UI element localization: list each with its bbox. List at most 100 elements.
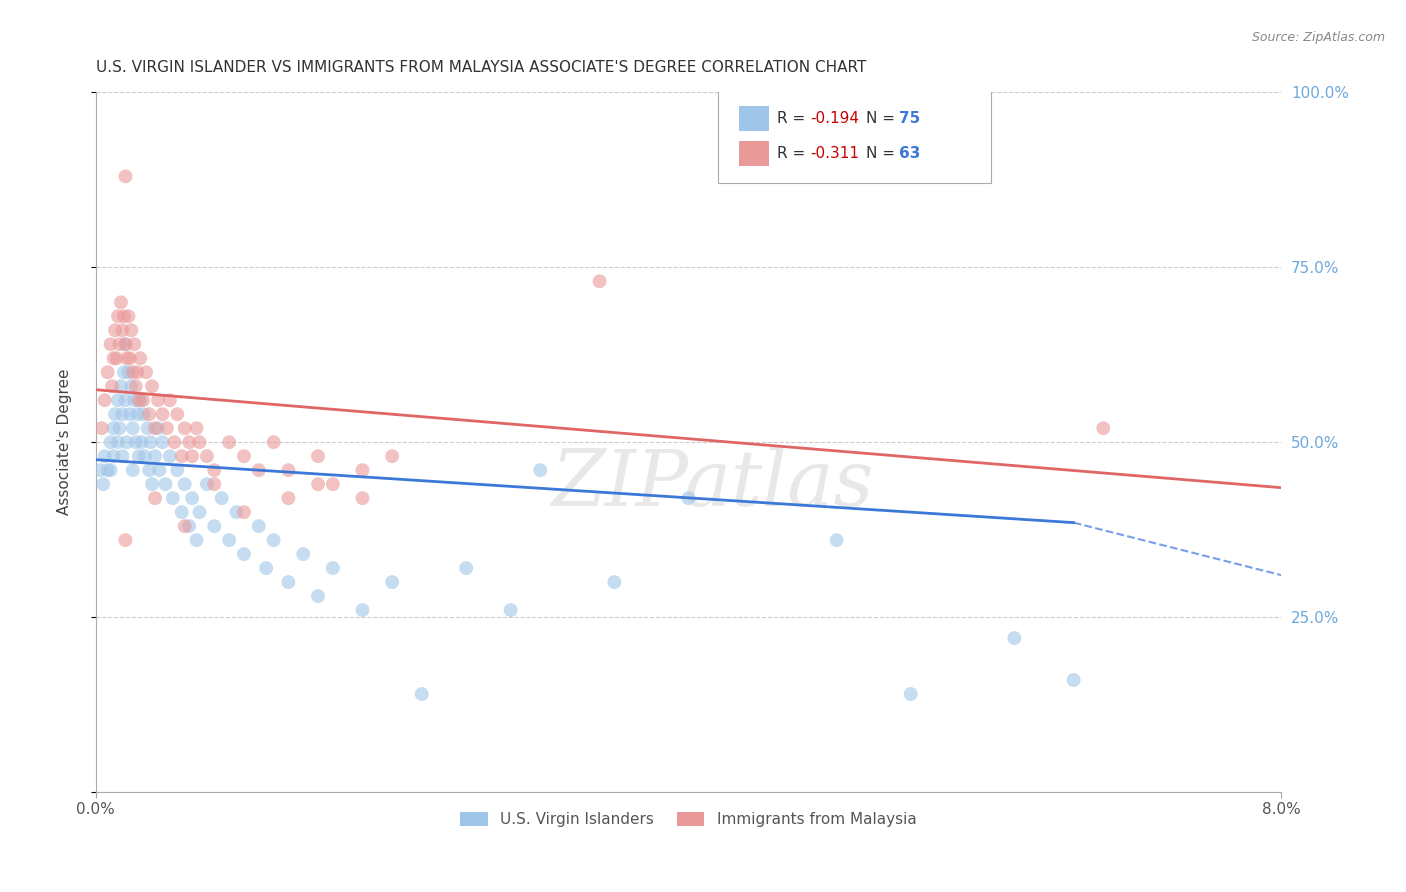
Point <box>678 491 700 505</box>
Point <box>181 449 204 463</box>
Point <box>166 463 188 477</box>
Point <box>100 435 122 450</box>
Point <box>186 533 208 548</box>
Point <box>179 435 201 450</box>
Point <box>132 393 155 408</box>
Point <box>499 603 522 617</box>
Text: 63: 63 <box>900 145 921 161</box>
Point <box>146 421 169 435</box>
Point <box>159 449 181 463</box>
Point <box>588 274 610 288</box>
Point <box>118 407 141 421</box>
Point <box>155 477 177 491</box>
Point <box>381 575 404 590</box>
Point <box>135 365 157 379</box>
Point <box>247 519 270 533</box>
Point <box>292 547 315 561</box>
Point <box>112 365 135 379</box>
Point <box>322 561 344 575</box>
Point <box>603 575 626 590</box>
Text: U.S. VIRGIN ISLANDER VS IMMIGRANTS FROM MALAYSIA ASSOCIATE'S DEGREE CORRELATION : U.S. VIRGIN ISLANDER VS IMMIGRANTS FROM … <box>96 60 866 75</box>
Point <box>134 449 156 463</box>
Text: 75: 75 <box>900 111 921 126</box>
Point <box>173 421 195 435</box>
Point <box>162 491 184 505</box>
Text: R =: R = <box>778 145 810 161</box>
Point <box>104 323 127 337</box>
Point <box>120 379 142 393</box>
Point <box>91 477 114 491</box>
Point <box>101 379 124 393</box>
Point <box>117 365 139 379</box>
Point <box>125 435 148 450</box>
Point <box>218 435 240 450</box>
Point <box>254 561 277 575</box>
Point <box>103 421 125 435</box>
Point <box>128 449 150 463</box>
Text: N =: N = <box>866 145 900 161</box>
Point <box>163 435 186 450</box>
Point <box>529 463 551 477</box>
Text: N =: N = <box>866 111 900 126</box>
Point <box>148 463 170 477</box>
Point <box>900 687 922 701</box>
Point <box>195 477 218 491</box>
Legend: U.S. Virgin Islanders, Immigrants from Malaysia: U.S. Virgin Islanders, Immigrants from M… <box>454 806 922 833</box>
Point <box>146 393 169 408</box>
Point <box>100 337 122 351</box>
Point <box>111 407 134 421</box>
Point <box>307 477 329 491</box>
Point <box>277 463 299 477</box>
Point <box>456 561 478 575</box>
Point <box>166 407 188 421</box>
Bar <box>740 142 769 166</box>
Point <box>100 463 122 477</box>
Point <box>114 337 136 351</box>
Point <box>352 603 374 617</box>
Point <box>90 421 112 435</box>
Point <box>121 365 143 379</box>
Point <box>211 491 233 505</box>
Point <box>173 519 195 533</box>
Point <box>110 379 132 393</box>
Y-axis label: Associate's Degree: Associate's Degree <box>58 369 72 516</box>
Point <box>110 295 132 310</box>
Text: Source: ZipAtlas.com: Source: ZipAtlas.com <box>1251 31 1385 45</box>
Point <box>129 351 152 366</box>
Point <box>143 421 166 435</box>
Point <box>115 351 138 366</box>
Point <box>381 449 404 463</box>
Point <box>170 505 193 519</box>
Text: R =: R = <box>778 111 810 126</box>
Point <box>132 407 155 421</box>
Text: -0.194: -0.194 <box>810 111 859 126</box>
Point <box>129 393 152 408</box>
Point <box>186 421 208 435</box>
Point <box>263 435 285 450</box>
Point <box>138 463 160 477</box>
Point <box>117 310 139 324</box>
Point <box>139 435 162 450</box>
Point <box>352 463 374 477</box>
Point <box>141 477 163 491</box>
FancyBboxPatch shape <box>718 89 991 184</box>
Point <box>111 323 134 337</box>
Point <box>152 435 174 450</box>
Point <box>120 323 142 337</box>
Point <box>277 491 299 505</box>
Point <box>118 351 141 366</box>
Point <box>143 491 166 505</box>
Point <box>307 449 329 463</box>
Point <box>97 463 120 477</box>
Point <box>202 519 225 533</box>
Point <box>108 421 131 435</box>
Point <box>233 505 256 519</box>
Point <box>247 463 270 477</box>
Point <box>188 505 211 519</box>
Point <box>352 491 374 505</box>
Point <box>141 379 163 393</box>
Text: ZIPatlas: ZIPatlas <box>551 446 873 523</box>
Point <box>233 547 256 561</box>
Point <box>188 435 211 450</box>
Point <box>114 169 136 184</box>
